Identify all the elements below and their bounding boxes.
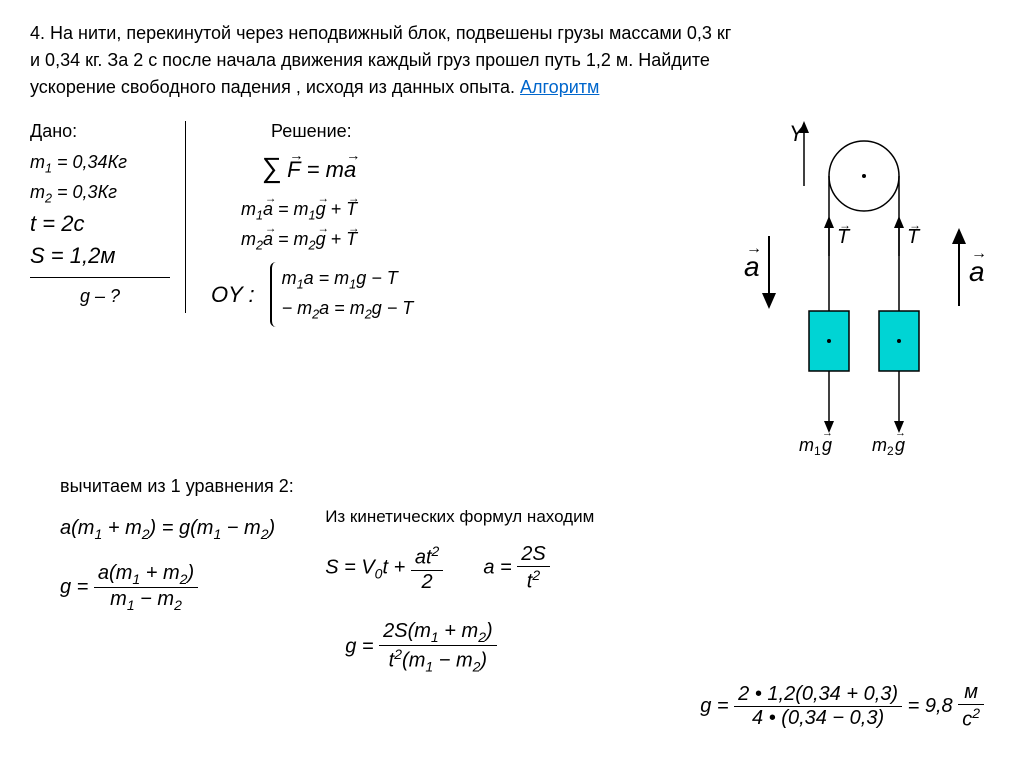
a-formula: a = 2St2 (483, 543, 549, 594)
newton-law: ∑ F = ma (261, 152, 664, 184)
svg-text:→: → (839, 218, 851, 232)
kinematic-label: Из кинетических формул находим (325, 507, 594, 527)
subtract-note: вычитаем из 1 уравнения 2: (60, 476, 994, 497)
oy-projection: OY : m1a = m1g − T − m2a = m2g − T (211, 262, 664, 327)
numeric-result: g = 2 • 1,2(0,34 + 0,3) 4 • (0,34 − 0,3)… (700, 681, 984, 732)
solution-heading: Решение: (271, 121, 664, 142)
given-m1: m1 = 0,34Кг (30, 152, 170, 176)
given-unknown: g – ? (30, 286, 170, 307)
oy-label: OY : (211, 282, 255, 308)
svg-text:→: → (971, 245, 987, 262)
given-t: t = 2c (30, 211, 170, 237)
solution-section: Решение: ∑ F = ma m1a = m1g + T m2a = m2… (186, 121, 664, 327)
svg-text:→: → (822, 427, 833, 439)
g-final-formula: g = 2S(m1 + m2) t2(m1 − m2) (345, 620, 594, 675)
problem-number: 4. (30, 23, 45, 43)
eq-mass1: m1a = m1g + T (241, 199, 664, 223)
diagram-svg: Y T → T → a → a → (694, 121, 994, 461)
problem-statement: 4. На нити, перекинутой через неподвижны… (30, 20, 994, 101)
given-m2: m2 = 0,3Кг (30, 182, 170, 206)
given-section: Дано: m1 = 0,34Кг m2 = 0,3Кг t = 2c S = … (30, 121, 186, 313)
svg-text:m: m (799, 435, 814, 455)
combined-eq: a(m1 + m2) = g(m1 − m2) (60, 517, 275, 542)
svg-text:m: m (872, 435, 887, 455)
g-formula: g = a(m1 + m2) m1 − m2 (60, 562, 275, 613)
svg-text:→: → (895, 427, 906, 439)
eq-mass2: m2a = m2g + T (241, 229, 664, 253)
svg-text:2: 2 (887, 444, 894, 458)
given-s: S = 1,2м (30, 243, 170, 269)
s-formula: S = V0t + at22 (325, 543, 443, 594)
given-heading: Дано: (30, 121, 170, 142)
algorithm-link[interactable]: Алгоритм (520, 77, 599, 97)
svg-text:Y: Y (789, 121, 805, 146)
proj-eq1: m1a = m1g − T (282, 268, 414, 292)
svg-text:1: 1 (814, 444, 821, 458)
pulley-diagram: Y T → T → a → a → (694, 121, 994, 461)
svg-text:→: → (909, 218, 921, 232)
proj-eq2: − m2a = m2g − T (282, 298, 414, 322)
svg-text:→: → (746, 240, 762, 257)
